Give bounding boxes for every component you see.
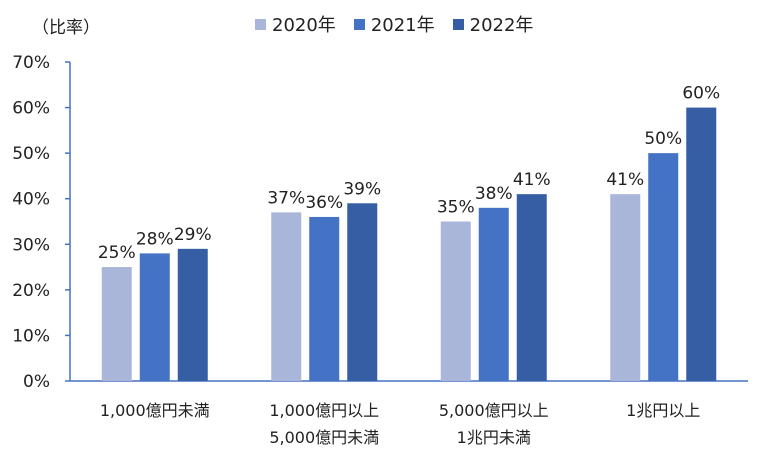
- data-label: 36%: [305, 193, 343, 213]
- data-label: 25%: [98, 243, 136, 263]
- y-tick-label: 60%: [12, 99, 50, 119]
- legend-label-2020: 2020年: [272, 15, 336, 36]
- legend-label-2021: 2021年: [370, 15, 435, 36]
- legend-label-2022: 2022年: [469, 15, 534, 36]
- bar: [347, 203, 378, 381]
- y-tick-label: 70%: [12, 53, 50, 73]
- bar: [309, 216, 340, 381]
- data-label: 28%: [136, 229, 174, 249]
- y-tick-label: 10%: [12, 326, 50, 346]
- data-label: 29%: [174, 225, 212, 245]
- x-tick-label: 5,000億円以上: [439, 401, 549, 420]
- bar: [516, 194, 547, 381]
- data-label: 38%: [475, 184, 513, 204]
- bar: [648, 153, 679, 381]
- x-tick-label: 1,000億円以上: [269, 401, 379, 420]
- x-tick-label: 1兆円以上: [626, 401, 700, 420]
- data-label: 41%: [513, 170, 551, 190]
- bar: [271, 212, 302, 381]
- y-tick-label: 50%: [12, 144, 50, 164]
- legend-swatch-2022: [452, 18, 464, 30]
- x-tick-label: 5,000億円未満: [269, 428, 379, 447]
- data-label: 39%: [343, 179, 381, 199]
- y-tick-label: 0%: [23, 372, 50, 392]
- legend-item-2021: 2021年: [353, 11, 435, 37]
- legend-swatch-2021: [353, 18, 365, 30]
- data-label: 41%: [606, 170, 644, 190]
- legend-item-2022: 2022年: [452, 11, 534, 37]
- bar: [686, 107, 717, 382]
- data-label: 35%: [437, 198, 475, 218]
- data-label: 37%: [267, 188, 305, 208]
- legend-swatch-2020: [255, 18, 266, 30]
- bar: [478, 207, 509, 381]
- x-tick-label: 1,000億円未満: [100, 401, 210, 420]
- bar: [177, 248, 208, 381]
- legend-item-2020: 2020年: [255, 11, 336, 37]
- y-tick-label: 40%: [12, 190, 50, 210]
- y-tick-label: 20%: [12, 281, 50, 301]
- y-axis-unit-label: （比率）: [32, 18, 100, 38]
- bar: [101, 267, 132, 381]
- bar: [610, 194, 641, 381]
- y-tick-label: 30%: [12, 235, 50, 255]
- data-label: 50%: [644, 129, 682, 149]
- x-tick-label: 1兆円未満: [457, 428, 531, 447]
- bar: [440, 221, 471, 381]
- chart-legend: 2020年 2021年 2022年: [255, 11, 533, 37]
- data-label: 60%: [682, 84, 720, 104]
- bar: [139, 253, 170, 381]
